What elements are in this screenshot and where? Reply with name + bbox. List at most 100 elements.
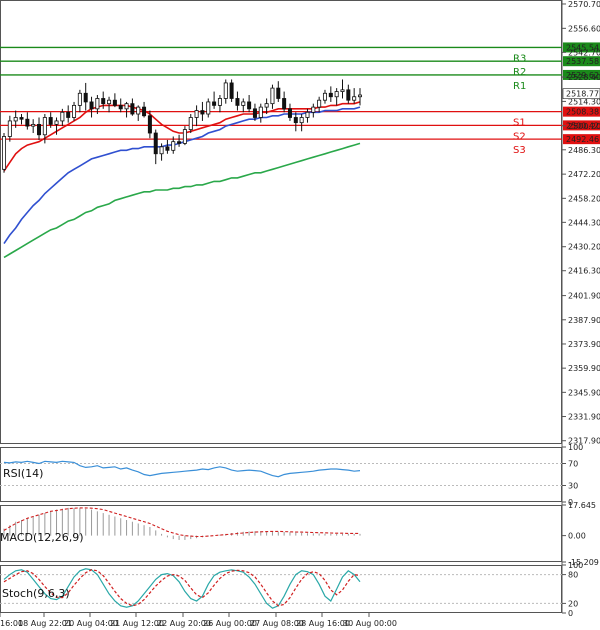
candle-body (212, 101, 217, 106)
level-tag-bg (563, 106, 600, 117)
candle-body (346, 89, 351, 101)
macd-tick-label: -15.209 (568, 558, 599, 567)
candle-body (264, 103, 269, 108)
candle-body (19, 117, 24, 120)
candle (165, 139, 170, 154)
price-tick-label: 2486.30 (568, 146, 600, 155)
level-label-r1: R1 (513, 81, 526, 92)
candle-body (83, 92, 88, 103)
candle-body (322, 92, 327, 101)
level-tag-value: 2545.54 (566, 43, 599, 52)
candle-body (270, 87, 275, 105)
level-tag-s1: 2508.38 (563, 106, 600, 117)
stoch-tick-label: 80 (568, 571, 578, 580)
candle (159, 143, 164, 161)
candle (352, 88, 357, 104)
candle (142, 101, 147, 118)
candle-body (107, 99, 112, 105)
candle-body (352, 96, 357, 101)
candle (37, 117, 42, 140)
candle (25, 112, 30, 130)
candle-body (118, 104, 123, 110)
candle (89, 96, 94, 118)
candle-body (159, 146, 164, 155)
candle (282, 91, 287, 113)
candle (264, 98, 269, 115)
candle-body (223, 82, 228, 99)
candle-body (328, 92, 333, 98)
candle-body (340, 89, 345, 92)
current-price-value: 2518.77 (566, 90, 599, 99)
level-tag-bg (563, 120, 600, 131)
level-label-r3: R3 (513, 53, 526, 64)
candle (48, 112, 53, 128)
candle (72, 101, 77, 121)
rsi-tick-label: 0 (568, 498, 573, 507)
candle (276, 81, 281, 102)
candle (299, 114, 304, 132)
price-tick-label: 2387.90 (568, 316, 600, 325)
candle (130, 98, 135, 116)
stoch-tick-label: 100 (568, 561, 583, 570)
candle (328, 86, 333, 102)
candle-body (194, 110, 199, 118)
moving-average-line-1 (3, 101, 361, 172)
candle (42, 114, 47, 144)
candle-body (276, 87, 281, 99)
price-tick-label: 2444.30 (568, 218, 600, 227)
candle (177, 134, 182, 147)
x-tick-label: 18 Aug 22:01 (18, 619, 72, 628)
candle-body (89, 101, 94, 110)
candle (1, 133, 7, 173)
candle-body (334, 91, 339, 98)
candle-body (66, 111, 71, 118)
rsi-line (3, 460, 361, 478)
macd-label: MACD(12,26,9) (0, 531, 84, 544)
candle-body (282, 98, 287, 110)
candle-body (287, 108, 292, 118)
stoch-tick-label: 0 (568, 609, 573, 618)
candle (270, 84, 275, 109)
level-tag-s3: 2492.46 (563, 134, 600, 145)
candle-body (147, 115, 152, 134)
candle (182, 126, 187, 146)
candle-body (77, 92, 82, 106)
candle-body (305, 111, 310, 118)
level-tag-value: 2508.38 (566, 108, 599, 117)
level-tag-value: 2537.58 (566, 57, 599, 66)
level-tag-s2: 2500.42 (563, 120, 600, 131)
candle (340, 79, 345, 99)
candle (317, 96, 322, 113)
candle (118, 98, 123, 113)
candle-body (217, 98, 222, 106)
candle (241, 98, 246, 113)
candle (194, 105, 199, 127)
candle-body (13, 117, 18, 122)
x-tick-label: 22 Aug 20:00 (157, 619, 211, 628)
level-tag-bg (563, 42, 600, 53)
x-tick-label: 16:00 (0, 619, 23, 628)
candle (346, 84, 351, 104)
candle-body (229, 82, 234, 99)
level-tag-bg (563, 69, 600, 80)
candle (60, 108, 65, 127)
candle (235, 91, 240, 111)
candle-body (293, 117, 298, 124)
candle (206, 98, 211, 118)
candle (334, 88, 339, 106)
candle (357, 88, 363, 106)
panel-frame-macd (0, 505, 562, 562)
candle-body (317, 99, 322, 108)
candle (7, 115, 12, 142)
candle-body (247, 101, 252, 110)
candle (200, 101, 205, 121)
candle (229, 79, 234, 102)
candle-body (165, 146, 170, 151)
candle-body (7, 120, 12, 137)
rsi-label: RSI(14) (3, 467, 43, 480)
level-tag-value: 2529.62 (566, 71, 599, 80)
price-tick-label: 2570.70 (568, 0, 600, 9)
price-tick-label: 2331.90 (568, 413, 600, 422)
candle-body (142, 106, 147, 117)
candle-body (311, 106, 316, 113)
